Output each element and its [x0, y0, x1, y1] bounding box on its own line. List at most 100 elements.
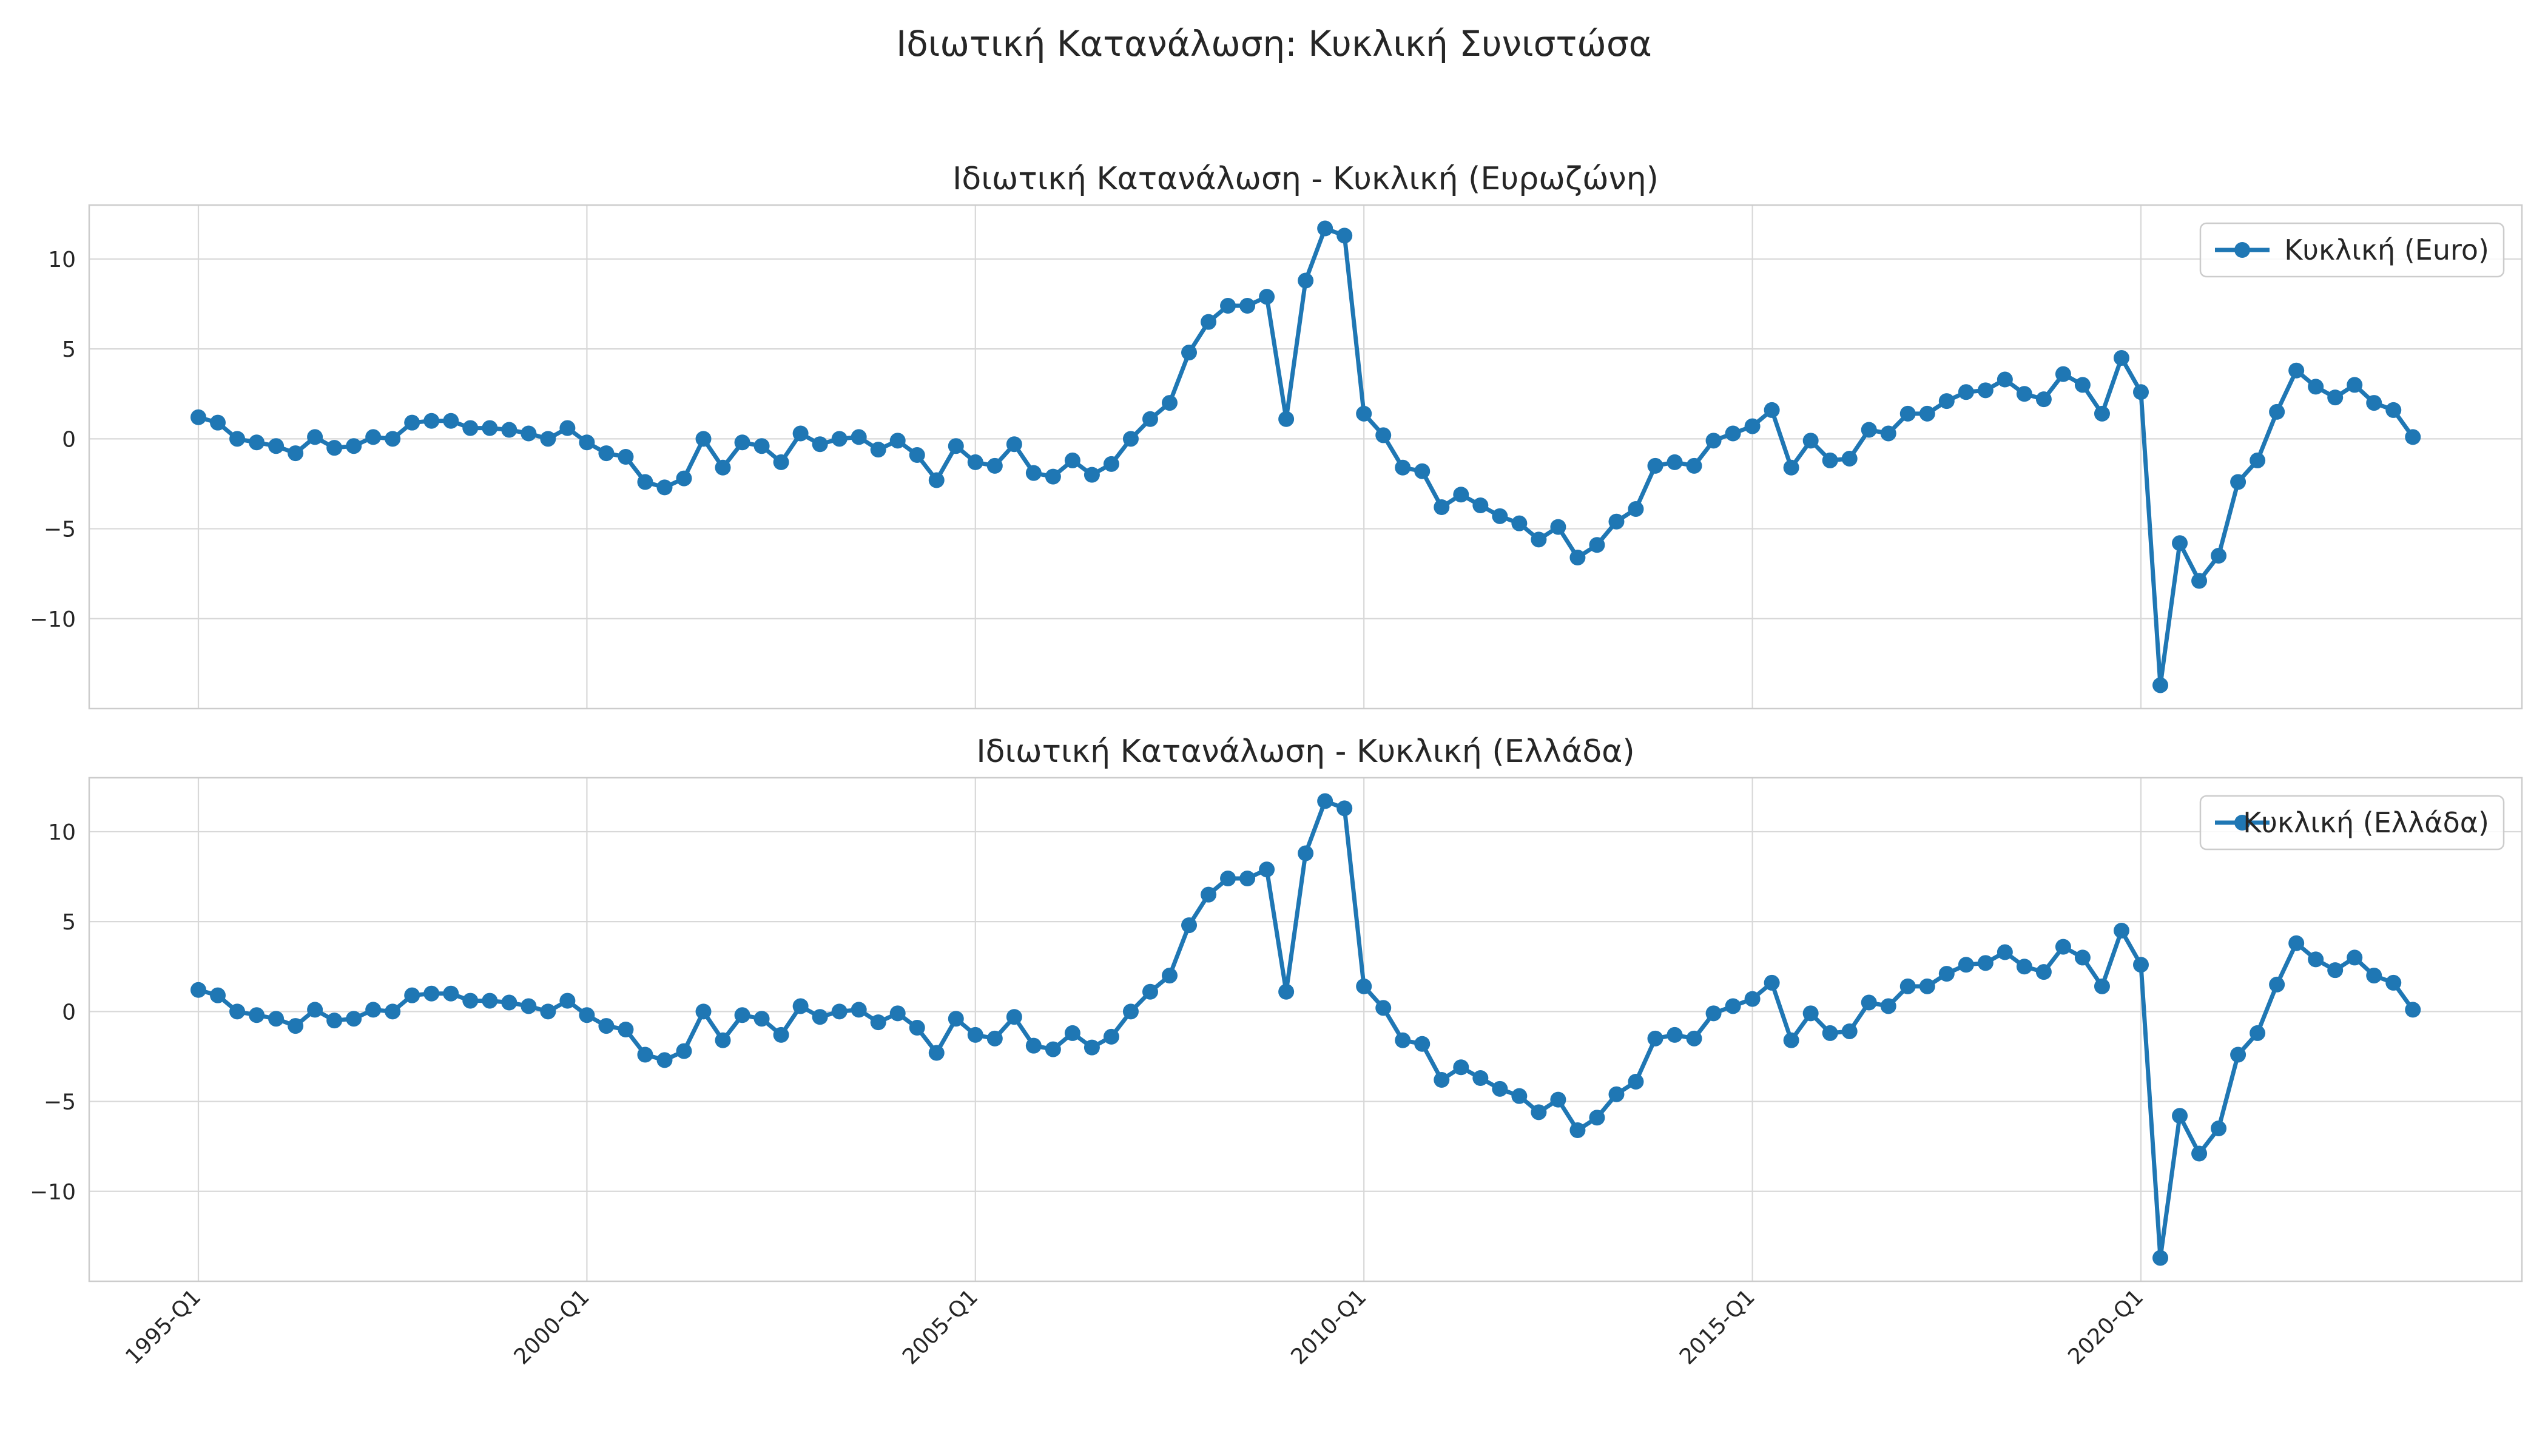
data-point: [1628, 500, 1644, 517]
data-point: [501, 994, 517, 1011]
data-point: [1142, 411, 1158, 427]
y-tick-label: 0: [62, 427, 76, 452]
data-point: [423, 985, 440, 1002]
x-tick-label: 2000-Q1: [510, 1284, 595, 1369]
data-point: [1453, 1059, 1469, 1076]
data-point: [792, 425, 809, 442]
data-point: [734, 434, 750, 451]
y-tick-label: 5: [62, 910, 76, 935]
data-point: [1589, 1110, 1605, 1126]
data-point: [2230, 474, 2246, 490]
data-point: [812, 436, 828, 453]
data-point: [1298, 272, 1314, 289]
data-point: [1025, 465, 1042, 481]
data-point: [1336, 228, 1353, 244]
data-point: [618, 449, 634, 465]
data-point: [967, 1026, 983, 1043]
legend-box: [2199, 795, 2505, 851]
data-point: [1162, 395, 1178, 411]
chart-panel-1: Ιδιωτική Κατανάλωση - Κυκλική (Ευρωζώνη)…: [30, 161, 2523, 710]
axes-frame: [88, 777, 2523, 1282]
data-point: [1278, 411, 1295, 427]
data-point: [1764, 402, 1780, 418]
data-point: [1103, 456, 1119, 472]
series-line: [196, 799, 2415, 1260]
data-point: [2347, 377, 2363, 393]
data-point: [1201, 314, 1217, 330]
data-point: [482, 420, 498, 436]
data-point: [1395, 1032, 1411, 1048]
x-tick-label: 2020-Q1: [2063, 1284, 2148, 1369]
data-point: [2385, 402, 2402, 418]
data-point: [1938, 966, 1955, 982]
x-tick-label: 1995-Q1: [121, 1284, 206, 1369]
data-point: [909, 447, 925, 463]
data-point: [1764, 974, 1780, 991]
data-point: [1705, 433, 1722, 449]
data-point: [404, 987, 420, 1003]
chart-panel-2: Ιδιωτική Κατανάλωση - Κυκλική (Ελλάδα) 10…: [30, 733, 2523, 1370]
data-point: [1919, 405, 1935, 422]
data-point: [1550, 519, 1566, 535]
data-point: [2172, 1108, 2188, 1124]
data-point: [870, 1014, 886, 1031]
data-point: [1492, 508, 1508, 524]
data-point: [1744, 991, 1761, 1007]
data-point: [948, 438, 964, 454]
data-point: [618, 1022, 634, 1037]
data-point: [559, 993, 576, 1009]
data-point: [1259, 861, 1275, 878]
data-point: [443, 985, 459, 1002]
data-point: [1531, 531, 1547, 548]
data-point: [1414, 1036, 1431, 1052]
data-point: [2211, 548, 2227, 564]
data-point: [753, 1011, 770, 1027]
data-point: [229, 1003, 246, 1020]
data-point: [2113, 922, 2129, 939]
data-point: [1569, 550, 1586, 565]
data-point: [462, 993, 479, 1009]
data-point: [1395, 459, 1411, 476]
data-point: [870, 442, 886, 458]
data-point: [2405, 429, 2421, 445]
data-point: [831, 431, 848, 447]
legend-label: Κυκλική (Ελλάδα): [2243, 806, 2489, 839]
data-point: [365, 429, 382, 445]
data-point: [540, 431, 556, 447]
legend-box: [2199, 222, 2505, 278]
data-point: [1958, 957, 1974, 973]
data-point: [2250, 452, 2266, 468]
data-point: [1259, 289, 1275, 305]
data-point: [1025, 1037, 1042, 1054]
data-point: [1647, 1030, 1663, 1046]
data-point: [2211, 1121, 2227, 1137]
data-point: [1103, 1028, 1119, 1045]
data-point: [326, 440, 343, 456]
data-point: [1705, 1005, 1722, 1022]
data-point: [2385, 974, 2402, 991]
data-point: [2230, 1046, 2246, 1063]
data-point: [656, 1052, 673, 1068]
data-point: [1414, 463, 1431, 479]
data-point: [2327, 962, 2344, 979]
data-point: [268, 438, 285, 454]
data-point: [307, 1002, 323, 1018]
data-point: [346, 438, 362, 454]
panel-title: Ιδιωτική Κατανάλωση - Κυκλική (Ελλάδα): [976, 733, 1634, 770]
data-point: [1861, 994, 1877, 1011]
data-point: [2035, 964, 2052, 980]
data-point: [598, 1018, 615, 1034]
data-point: [637, 474, 653, 490]
data-point: [2016, 959, 2032, 975]
data-point: [1064, 452, 1080, 468]
data-point: [1997, 371, 2013, 388]
data-point: [753, 438, 770, 454]
data-point: [1977, 382, 1994, 399]
data-point: [2366, 395, 2382, 411]
data-point: [676, 470, 692, 487]
data-point: [346, 1011, 362, 1027]
data-point: [190, 982, 206, 998]
legend: Κυκλική (Euro): [2199, 222, 2505, 278]
data-point: [579, 434, 595, 451]
data-point: [249, 434, 265, 451]
